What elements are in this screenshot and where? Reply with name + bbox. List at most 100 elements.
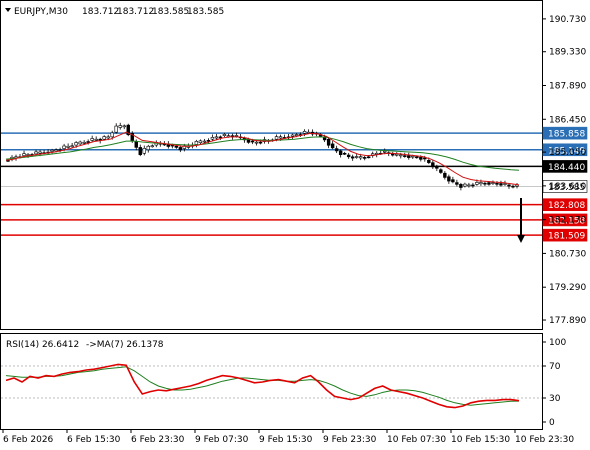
price-tick-label: 183.610 — [549, 182, 586, 192]
price-tick-label: 179.290 — [549, 283, 586, 293]
candle-body — [491, 182, 495, 184]
candle-body — [326, 138, 331, 146]
candle-body — [354, 156, 359, 158]
candle-body — [234, 135, 239, 137]
candle-body — [70, 145, 74, 148]
candle-body — [102, 136, 106, 140]
candle-body — [150, 145, 154, 148]
candle-body — [290, 134, 295, 137]
symbol-label[interactable]: EURJPY,M30 — [14, 7, 68, 17]
candle-body — [471, 184, 475, 187]
price-tick-label: 185.050 — [549, 148, 586, 158]
candle-body — [411, 155, 415, 158]
level-tag-label: 185.858 — [548, 130, 585, 140]
candle-body — [467, 184, 471, 187]
level-tag — [542, 143, 588, 157]
candle-body — [362, 157, 367, 159]
candle-body — [78, 141, 82, 145]
price-tick-label: 190.730 — [549, 15, 586, 25]
candle-body — [94, 138, 98, 141]
candle-body — [82, 141, 86, 144]
candle-body — [294, 134, 299, 136]
candle-body — [134, 141, 138, 148]
candle-body — [302, 131, 307, 134]
candle-body — [415, 156, 419, 159]
symbol-dropdown-icon[interactable] — [5, 8, 11, 12]
drop-arrow-icon — [517, 235, 525, 243]
rsi-tick-label: 100 — [549, 338, 566, 348]
candle-body — [210, 137, 215, 140]
candle-body — [274, 136, 279, 140]
candle-body — [447, 176, 451, 182]
price-tick-label: 182.170 — [549, 216, 586, 226]
rsi-line — [5, 363, 520, 409]
candle-body — [38, 151, 42, 154]
time-tick-label: 9 Feb 23:30 — [323, 435, 377, 445]
candle-body — [459, 184, 463, 188]
time-tick-label: 6 Feb 15:30 — [67, 435, 121, 445]
candle-body — [138, 147, 142, 155]
level-tag-label: 183.585 — [548, 183, 585, 193]
price-tick-label: 177.890 — [549, 316, 586, 326]
time-tick-label: 10 Feb 23:30 — [515, 435, 574, 445]
main-chart-frame[interactable] — [0, 0, 543, 330]
candle-body — [511, 185, 515, 188]
candle-body — [114, 125, 118, 133]
candle-body — [146, 145, 150, 151]
candle-body — [306, 131, 311, 134]
candle-body — [395, 153, 399, 156]
candle-body — [342, 152, 347, 155]
rsi-frame[interactable] — [0, 333, 543, 430]
candle-body — [118, 125, 122, 128]
level-tag — [542, 160, 588, 173]
ma-slow-line — [5, 136, 520, 171]
candle-body — [427, 160, 431, 163]
rsi-series — [1, 363, 542, 409]
price-tick-label: 187.890 — [549, 81, 586, 91]
time-tick-label: 9 Feb 07:30 — [195, 435, 249, 445]
candle-body — [346, 154, 351, 158]
time-tick-label: 9 Feb 15:30 — [259, 435, 313, 445]
candle-body — [475, 182, 479, 185]
ma-fast-line — [5, 131, 520, 186]
candle-body — [202, 140, 207, 143]
candle-body — [399, 154, 403, 157]
candle-body — [423, 157, 427, 160]
candle-body — [90, 138, 94, 141]
candle-body — [350, 156, 355, 159]
candle-body — [495, 182, 499, 185]
candle-body — [451, 179, 455, 183]
time-tick-label: 10 Feb 07:30 — [387, 435, 446, 445]
level-tag-label: 181.509 — [548, 232, 585, 242]
candle-body — [110, 132, 114, 138]
candle-body — [403, 155, 407, 157]
candle-body — [198, 140, 203, 144]
level-tag — [542, 126, 588, 140]
candle-body — [503, 183, 507, 185]
high-value: 183.712 — [117, 7, 154, 17]
candle-body — [455, 182, 459, 185]
candle-body — [194, 141, 199, 145]
candle-body — [122, 125, 126, 128]
moving-averages — [5, 131, 520, 186]
candle-body — [54, 149, 58, 152]
candle-body — [463, 183, 467, 187]
candle-body — [206, 140, 211, 142]
candle-body — [34, 151, 38, 155]
candle-body — [499, 183, 503, 186]
candle-body — [367, 156, 371, 159]
price-tick-label: 180.730 — [549, 249, 586, 259]
axes: 190.730 189.330 187.890 186.450 185.050 183.6… — [2, 15, 586, 445]
candle-body — [443, 172, 447, 178]
candle-body — [250, 140, 255, 143]
candle-body — [74, 142, 78, 146]
open-value: 183.712 — [82, 7, 119, 17]
candle-body — [487, 182, 491, 185]
rsi-tick-label: 70 — [549, 362, 561, 372]
candle-body — [106, 136, 110, 139]
candle-body — [174, 145, 179, 148]
rsi-tick-label: 30 — [549, 394, 561, 404]
candle-body — [278, 136, 283, 139]
